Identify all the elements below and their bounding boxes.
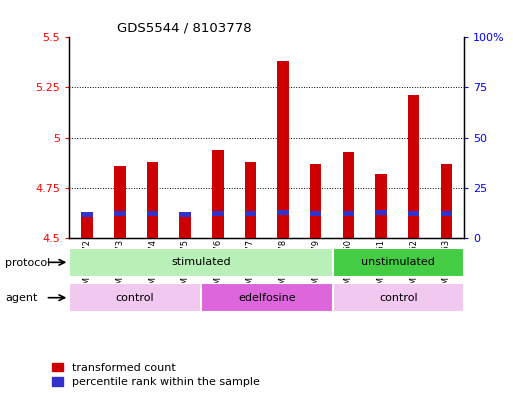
Text: GDS5544 / 8103778: GDS5544 / 8103778: [116, 22, 251, 35]
Bar: [212, 150, 224, 238]
Bar: [343, 152, 354, 238]
Bar: [69, 283, 201, 312]
Bar: [332, 248, 464, 277]
Bar: [310, 163, 322, 238]
Text: control: control: [379, 293, 418, 303]
Text: unstimulated: unstimulated: [362, 257, 436, 267]
Bar: [69, 248, 332, 277]
Bar: [441, 163, 452, 238]
Text: control: control: [116, 293, 154, 303]
Bar: [201, 283, 332, 312]
Legend: transformed count, percentile rank within the sample: transformed count, percentile rank withi…: [52, 363, 260, 387]
Bar: [310, 211, 322, 216]
Bar: [180, 214, 191, 238]
Bar: [376, 174, 387, 238]
Text: edelfosine: edelfosine: [238, 293, 295, 303]
Bar: [245, 211, 256, 216]
Text: stimulated: stimulated: [171, 257, 231, 267]
Bar: [278, 61, 289, 238]
Bar: [147, 211, 158, 216]
Bar: [212, 211, 224, 216]
Bar: [332, 283, 464, 312]
Bar: [114, 211, 126, 216]
Bar: [245, 162, 256, 238]
Bar: [82, 212, 93, 217]
Bar: [408, 95, 419, 238]
Bar: [147, 162, 158, 238]
Bar: [408, 211, 419, 216]
Bar: [376, 210, 387, 215]
Bar: [278, 210, 289, 215]
Text: agent: agent: [5, 293, 37, 303]
Bar: [82, 212, 93, 238]
Bar: [343, 211, 354, 216]
Bar: [114, 165, 126, 238]
Bar: [441, 211, 452, 216]
Text: protocol: protocol: [5, 257, 50, 268]
Bar: [180, 212, 191, 217]
